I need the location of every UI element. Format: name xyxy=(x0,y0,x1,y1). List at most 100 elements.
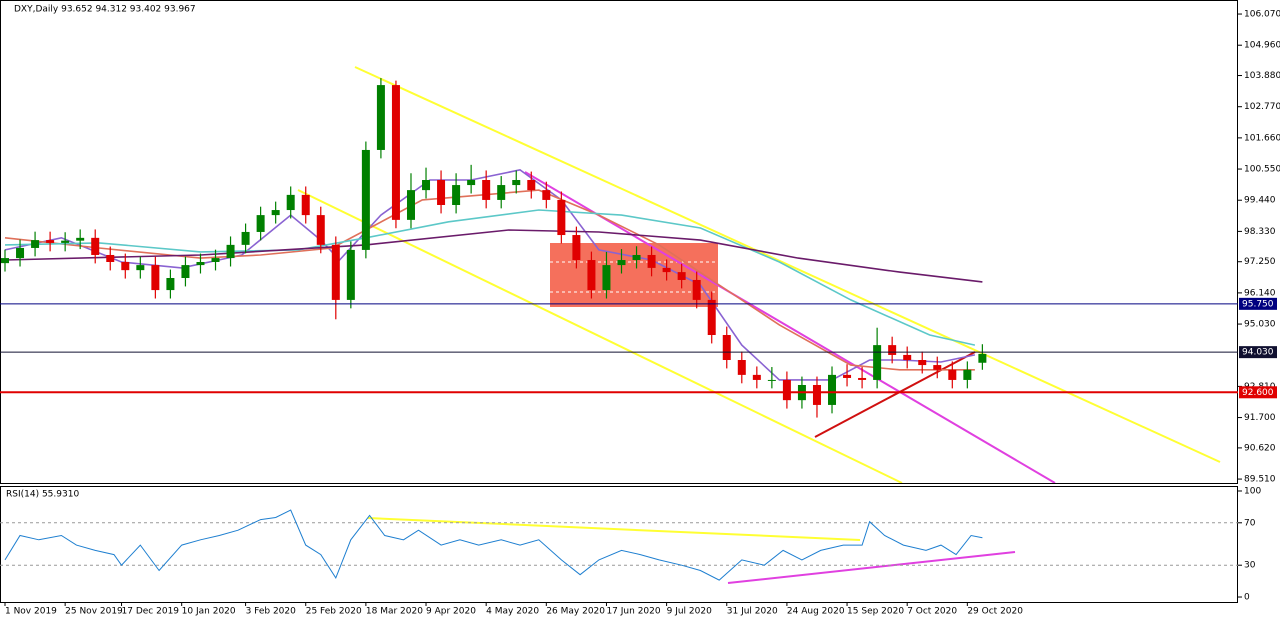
x-tick-label: 18 Mar 2020 xyxy=(366,607,423,617)
moving-average xyxy=(4,229,983,283)
x-tick-label: 25 Feb 2020 xyxy=(306,607,362,617)
candle-body xyxy=(782,379,791,401)
candle-body xyxy=(692,279,701,300)
candle-body xyxy=(933,365,942,370)
candle-body xyxy=(587,260,596,291)
y-tick-label: 95.030 xyxy=(1244,320,1276,330)
x-tick-label: 15 Sep 2020 xyxy=(847,607,904,617)
candle-body xyxy=(106,254,115,262)
candle-body xyxy=(0,258,9,264)
y-tick-label: 102.770 xyxy=(1244,102,1280,112)
plot xyxy=(0,78,987,418)
candle-body xyxy=(752,374,761,380)
y-tick-label: 100 xyxy=(1244,486,1261,496)
candle-body xyxy=(963,369,972,380)
candle-body xyxy=(647,254,656,268)
candle-body xyxy=(226,244,235,259)
candle-body xyxy=(46,240,55,243)
y-tick-label: 91.700 xyxy=(1244,413,1276,423)
candle-body xyxy=(61,240,70,243)
candle-body xyxy=(31,240,40,248)
x-tick-label: 7 Oct 2020 xyxy=(907,607,957,617)
x-tick-label: 31 Jul 2020 xyxy=(727,607,778,617)
candle-body xyxy=(346,249,355,300)
candle-body xyxy=(91,237,100,255)
x-tick-label: 9 Jul 2020 xyxy=(667,607,712,617)
rsi-trend-line xyxy=(367,517,861,541)
price-level-label: 95.750 xyxy=(1242,299,1274,309)
candle-body xyxy=(512,180,521,186)
candle-body xyxy=(241,231,250,245)
price-level-label: 94.030 xyxy=(1242,348,1274,358)
candle-body xyxy=(406,190,415,220)
candle-body xyxy=(662,267,671,273)
price-level-box xyxy=(1239,346,1277,359)
x-tick-label: 1 Nov 2019 xyxy=(5,607,57,617)
y-tick-label: 98.330 xyxy=(1244,227,1276,237)
candle-body xyxy=(557,199,566,236)
candle-body xyxy=(391,85,400,220)
x-tick-label: 26 May 2020 xyxy=(546,607,605,617)
candle-body xyxy=(903,354,912,361)
y-tick-label: 96.140 xyxy=(1244,288,1276,298)
y-tick-label: 99.440 xyxy=(1244,196,1276,206)
candle-body xyxy=(316,215,325,245)
candle-body xyxy=(677,272,686,280)
candle-body xyxy=(572,235,581,261)
y-tick-label: 104.960 xyxy=(1244,41,1280,51)
candle-body xyxy=(858,377,867,380)
y-tick-label: 70 xyxy=(1244,518,1256,528)
candle-body xyxy=(286,194,295,211)
candle-body xyxy=(527,180,536,191)
candle-body xyxy=(602,265,611,291)
price-level-box xyxy=(1239,386,1277,399)
candle-body xyxy=(361,149,370,250)
candle-body xyxy=(151,265,160,291)
price-frame xyxy=(0,0,1238,484)
rsi-frame xyxy=(0,486,1238,603)
y-tick-label: 89.510 xyxy=(1244,475,1276,485)
trend-line xyxy=(297,189,903,484)
candle-body xyxy=(121,261,130,271)
candle-body xyxy=(376,85,385,150)
x-tick-label: 3 Feb 2020 xyxy=(246,607,297,617)
candle-body xyxy=(181,265,190,279)
x-tick-label: 4 May 2020 xyxy=(486,607,539,617)
candle-body xyxy=(196,261,205,266)
x-tick-label: 17 Jun 2020 xyxy=(606,607,660,617)
y-tick-label: 90.620 xyxy=(1244,443,1276,453)
x-tick-label: 9 Apr 2020 xyxy=(426,607,476,617)
candle-body xyxy=(722,335,731,361)
y-tick-label: 30 xyxy=(1244,561,1256,571)
candle-body xyxy=(948,369,957,380)
candle-body xyxy=(331,244,340,300)
candle-body xyxy=(301,194,310,216)
moving-average xyxy=(4,209,976,346)
candle-body xyxy=(918,360,927,366)
candle-body xyxy=(707,299,716,336)
candle-body xyxy=(211,258,220,262)
candle-body xyxy=(737,360,746,375)
y-tick-label: 106.070 xyxy=(1244,10,1280,20)
moving-average xyxy=(4,169,976,381)
y-tick-label: 100.550 xyxy=(1244,165,1280,175)
candle-body xyxy=(256,215,265,232)
trend-line xyxy=(524,171,1056,484)
candle-body xyxy=(136,265,145,271)
rsi-trend-line xyxy=(727,551,1016,584)
chart-title: DXY,Daily 93.652 94.312 93.402 93.967 xyxy=(14,5,196,15)
candle-body xyxy=(978,353,987,363)
candle-body xyxy=(467,180,476,186)
candle-body xyxy=(812,384,821,405)
candle-body xyxy=(76,237,85,241)
candle-body xyxy=(271,210,280,216)
trend-line xyxy=(814,351,976,438)
candle-body xyxy=(482,180,491,200)
candle-body xyxy=(166,278,175,291)
candle-body xyxy=(632,254,641,261)
candle-body xyxy=(452,185,461,205)
price-level-label: 92.600 xyxy=(1242,388,1274,398)
candle-body xyxy=(888,345,897,355)
